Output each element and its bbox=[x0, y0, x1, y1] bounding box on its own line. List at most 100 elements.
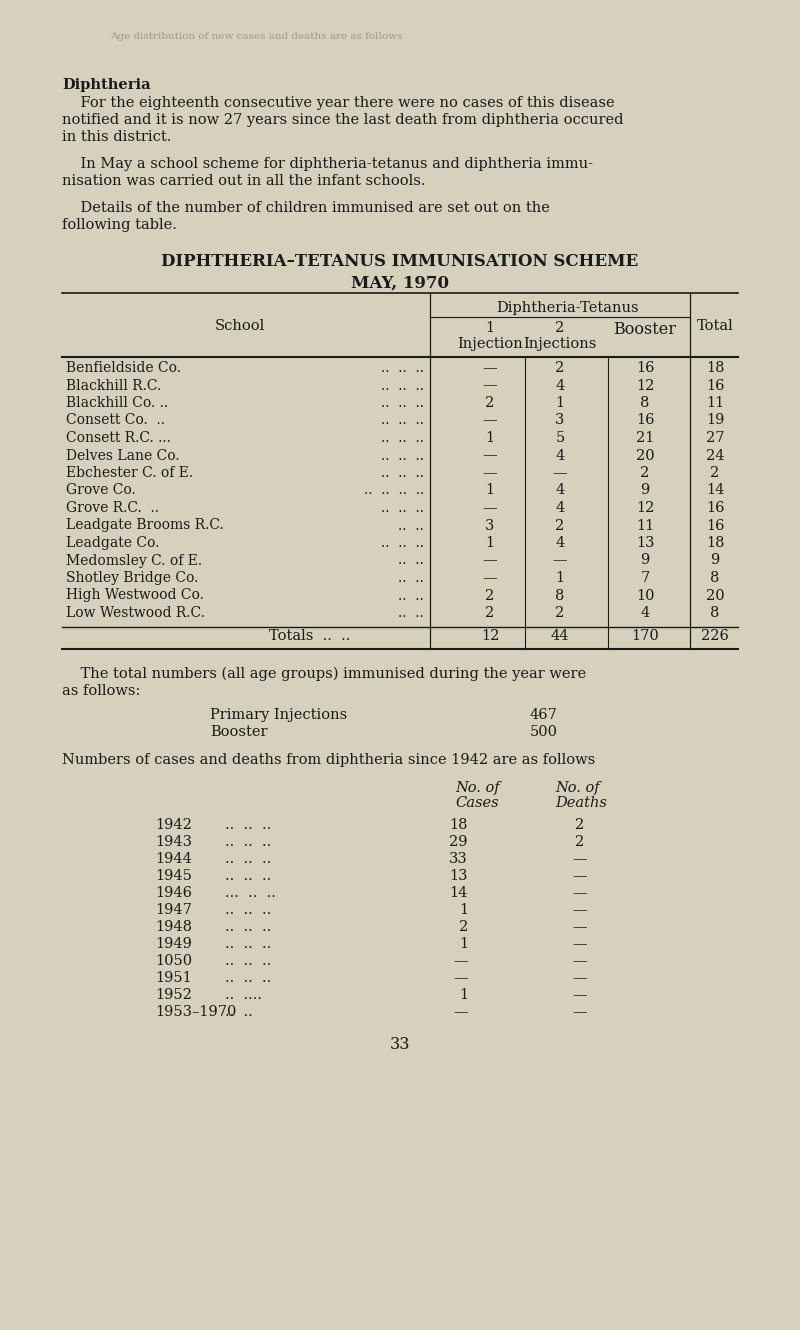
Text: 3: 3 bbox=[486, 519, 494, 532]
Text: —: — bbox=[553, 553, 567, 568]
Text: ..  ..  ..: .. .. .. bbox=[225, 835, 271, 849]
Text: 467: 467 bbox=[530, 708, 558, 722]
Text: 500: 500 bbox=[530, 725, 558, 739]
Text: 20: 20 bbox=[636, 448, 654, 463]
Text: 24: 24 bbox=[706, 448, 724, 463]
Text: No. of: No. of bbox=[555, 781, 600, 795]
Text: 1952: 1952 bbox=[155, 988, 192, 1001]
Text: 4: 4 bbox=[555, 448, 565, 463]
Text: nisation was carried out in all the infant schools.: nisation was carried out in all the infa… bbox=[62, 174, 426, 188]
Text: 14: 14 bbox=[706, 484, 724, 497]
Text: 44: 44 bbox=[550, 629, 570, 644]
Text: ..  ..  ..: .. .. .. bbox=[381, 431, 424, 446]
Text: Grove R.C.  ..: Grove R.C. .. bbox=[66, 501, 159, 515]
Text: 27: 27 bbox=[706, 431, 724, 446]
Text: For the eighteenth consecutive year there were no cases of this disease: For the eighteenth consecutive year ther… bbox=[62, 96, 614, 110]
Text: ..  ..  ..: .. .. .. bbox=[381, 465, 424, 480]
Text: Delves Lane Co.: Delves Lane Co. bbox=[66, 448, 180, 463]
Text: ..  ..  ..: .. .. .. bbox=[225, 971, 271, 986]
Text: Shotley Bridge Co.: Shotley Bridge Co. bbox=[66, 571, 198, 585]
Text: 8: 8 bbox=[710, 606, 720, 620]
Text: 1: 1 bbox=[459, 903, 468, 916]
Text: 5: 5 bbox=[555, 431, 565, 446]
Text: Leadgate Co.: Leadgate Co. bbox=[66, 536, 159, 551]
Text: 1: 1 bbox=[459, 988, 468, 1001]
Text: —: — bbox=[573, 988, 587, 1001]
Text: 16: 16 bbox=[636, 414, 654, 427]
Text: 12: 12 bbox=[636, 501, 654, 515]
Text: 18: 18 bbox=[450, 818, 468, 833]
Text: ..  ..  ..: .. .. .. bbox=[225, 938, 271, 951]
Text: ..  ..  ..: .. .. .. bbox=[225, 853, 271, 866]
Text: Grove Co.: Grove Co. bbox=[66, 484, 136, 497]
Text: —: — bbox=[454, 971, 468, 986]
Text: 1: 1 bbox=[459, 938, 468, 951]
Text: 29: 29 bbox=[450, 835, 468, 849]
Text: 1944: 1944 bbox=[155, 853, 192, 866]
Text: 16: 16 bbox=[706, 519, 724, 532]
Text: 7: 7 bbox=[640, 571, 650, 585]
Text: ..  ....: .. .... bbox=[225, 988, 262, 1001]
Text: 2
Injections: 2 Injections bbox=[523, 321, 597, 351]
Text: Blackhill R.C.: Blackhill R.C. bbox=[66, 379, 162, 392]
Text: 18: 18 bbox=[706, 536, 724, 551]
Text: Deaths: Deaths bbox=[555, 795, 607, 810]
Text: ..  ..: .. .. bbox=[225, 1005, 253, 1019]
Text: 1942: 1942 bbox=[155, 818, 192, 833]
Text: —: — bbox=[482, 501, 498, 515]
Text: 13: 13 bbox=[450, 868, 468, 883]
Text: —: — bbox=[573, 920, 587, 934]
Text: 2: 2 bbox=[710, 465, 720, 480]
Text: 1050: 1050 bbox=[155, 954, 192, 968]
Text: Consett Co.  ..: Consett Co. .. bbox=[66, 414, 165, 427]
Text: —: — bbox=[482, 465, 498, 480]
Text: —: — bbox=[573, 853, 587, 866]
Text: 20: 20 bbox=[706, 588, 724, 602]
Text: 2: 2 bbox=[486, 588, 494, 602]
Text: ..  ..  ..: .. .. .. bbox=[381, 414, 424, 427]
Text: 16: 16 bbox=[706, 379, 724, 392]
Text: 9: 9 bbox=[710, 553, 720, 568]
Text: Diphtheria-Tetanus: Diphtheria-Tetanus bbox=[496, 301, 639, 315]
Text: 8: 8 bbox=[555, 588, 565, 602]
Text: Booster: Booster bbox=[614, 321, 677, 338]
Text: Numbers of cases and deaths from diphtheria since 1942 are as follows: Numbers of cases and deaths from diphthe… bbox=[62, 753, 595, 767]
Text: in this district.: in this district. bbox=[62, 130, 171, 144]
Text: 12: 12 bbox=[481, 629, 499, 644]
Text: ..  ..: .. .. bbox=[398, 606, 424, 620]
Text: 2: 2 bbox=[555, 606, 565, 620]
Text: 4: 4 bbox=[555, 484, 565, 497]
Text: 11: 11 bbox=[706, 396, 724, 410]
Text: 1943: 1943 bbox=[155, 835, 192, 849]
Text: —: — bbox=[482, 414, 498, 427]
Text: Blackhill Co. ..: Blackhill Co. .. bbox=[66, 396, 168, 410]
Text: —: — bbox=[573, 903, 587, 916]
Text: ..  ..  ..: .. .. .. bbox=[381, 396, 424, 410]
Text: ..  ..  ..: .. .. .. bbox=[225, 920, 271, 934]
Text: Booster: Booster bbox=[210, 725, 267, 739]
Text: 1953–1970: 1953–1970 bbox=[155, 1005, 236, 1019]
Text: The total numbers (all age groups) immunised during the year were: The total numbers (all age groups) immun… bbox=[62, 668, 586, 681]
Text: School: School bbox=[215, 319, 265, 332]
Text: ..  ..  ..: .. .. .. bbox=[225, 954, 271, 968]
Text: 11: 11 bbox=[636, 519, 654, 532]
Text: 4: 4 bbox=[555, 379, 565, 392]
Text: 33: 33 bbox=[390, 1036, 410, 1053]
Text: —: — bbox=[454, 954, 468, 968]
Text: Consett R.C. ...: Consett R.C. ... bbox=[66, 431, 171, 446]
Text: 1949: 1949 bbox=[155, 938, 192, 951]
Text: 1951: 1951 bbox=[155, 971, 192, 986]
Text: —: — bbox=[482, 448, 498, 463]
Text: 21: 21 bbox=[636, 431, 654, 446]
Text: 2: 2 bbox=[486, 396, 494, 410]
Text: 16: 16 bbox=[636, 360, 654, 375]
Text: —: — bbox=[573, 886, 587, 900]
Text: 2: 2 bbox=[575, 818, 585, 833]
Text: 19: 19 bbox=[706, 414, 724, 427]
Text: Age distribution of new cases and deaths are as follows: Age distribution of new cases and deaths… bbox=[110, 32, 402, 41]
Text: 2: 2 bbox=[575, 835, 585, 849]
Text: Leadgate Brooms R.C.: Leadgate Brooms R.C. bbox=[66, 519, 224, 532]
Text: Benfieldside Co.: Benfieldside Co. bbox=[66, 360, 181, 375]
Text: —: — bbox=[482, 571, 498, 585]
Text: Totals  ..  ..: Totals .. .. bbox=[269, 629, 350, 644]
